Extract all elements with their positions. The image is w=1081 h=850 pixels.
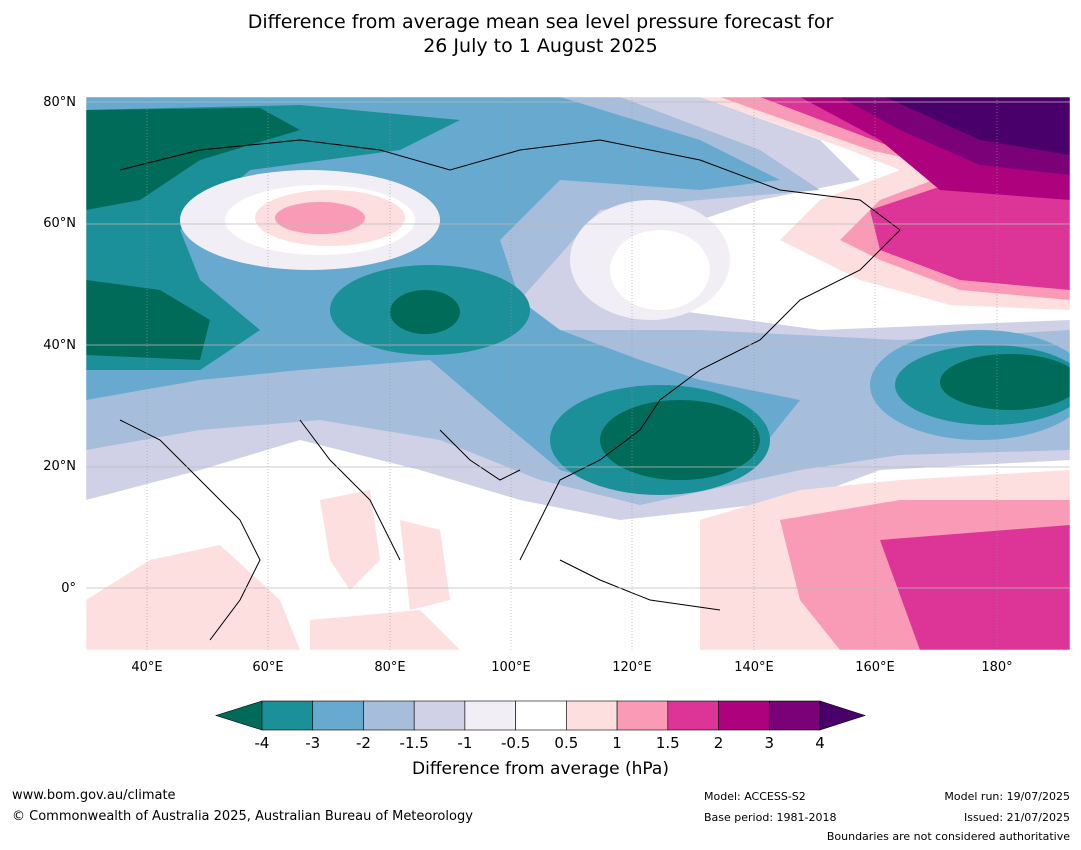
colorbar-segment — [768, 700, 821, 731]
meridian-lines — [146, 97, 998, 650]
lon-label-60e: 60°E — [252, 660, 284, 675]
colorbar-max-arrow — [819, 700, 866, 731]
colorbar — [215, 700, 866, 731]
title-line-1: Difference from average mean sea level p… — [247, 11, 834, 33]
colorbar-tick-label: 3 — [764, 734, 775, 752]
boundaries-disclaimer: Boundaries are not considered authoritat… — [826, 830, 1070, 843]
colorbar-tick-label: 4 — [815, 734, 825, 752]
lon-label-100e: 100°E — [491, 660, 531, 675]
colorbar-min-arrow — [215, 700, 263, 731]
anomaly-field — [86, 97, 1070, 650]
colorbar-segment — [464, 700, 516, 731]
issued-date: Issued: 21/07/2025 — [963, 811, 1070, 824]
map-title: Difference from average mean sea level p… — [0, 10, 1081, 58]
lat-label-20n: 20°N — [43, 459, 76, 474]
lat-label-60n: 60°N — [43, 216, 76, 231]
colorbar-tick-label: -1 — [457, 734, 473, 752]
colorbar-tick-label: -2 — [355, 734, 371, 752]
lon-label-140e: 140°E — [734, 660, 774, 675]
lon-label-180: 180° — [981, 660, 1013, 675]
colorbar-tick-label: 1.5 — [655, 734, 680, 752]
lon-label-120e: 120°E — [612, 660, 652, 675]
website-link[interactable]: www.bom.gov.au/climate — [12, 788, 176, 803]
base-period: Base period: 1981-2018 — [704, 811, 837, 824]
lat-label-40n: 40°N — [43, 338, 76, 353]
colorbar-segment — [667, 700, 719, 731]
colorbar-tick-label: 0.5 — [554, 734, 579, 752]
colorbar-segment — [261, 700, 314, 731]
colorbar-segment — [616, 700, 669, 731]
colorbar-title: Difference from average (hPa) — [412, 759, 669, 779]
colorbar-tick-label: -1.5 — [399, 734, 429, 752]
lat-label-0: 0° — [61, 581, 76, 596]
model-run: Model run: 19/07/2025 — [944, 790, 1070, 803]
colorbar-tick-label: -3 — [305, 734, 321, 752]
lat-label-80n: 80°N — [43, 95, 76, 110]
colorbar-tick-label: 1 — [612, 734, 622, 752]
model-name: Model: ACCESS-S2 — [704, 790, 806, 803]
colorbar-tick-label: 2 — [713, 734, 724, 752]
parallel-lines — [86, 101, 1070, 589]
title-line-2: 26 July to 1 August 2025 — [423, 35, 658, 57]
colorbar-tick-label: -0.5 — [500, 734, 531, 752]
lon-label-80e: 80°E — [374, 660, 406, 675]
lon-label-40e: 40°E — [131, 660, 163, 675]
coastlines — [119, 139, 901, 641]
copyright-text: © Commonwealth of Australia 2025, Austra… — [12, 809, 473, 824]
colorbar-segment — [413, 700, 466, 731]
colorbar-segment — [312, 700, 364, 731]
colorbar-segment — [363, 700, 415, 731]
colorbar-segment — [566, 700, 618, 731]
colorbar-segment — [515, 700, 567, 731]
colorbar-segment — [718, 700, 770, 731]
lon-label-160e: 160°E — [855, 660, 895, 675]
colorbar-tick-label: -4 — [254, 734, 270, 752]
